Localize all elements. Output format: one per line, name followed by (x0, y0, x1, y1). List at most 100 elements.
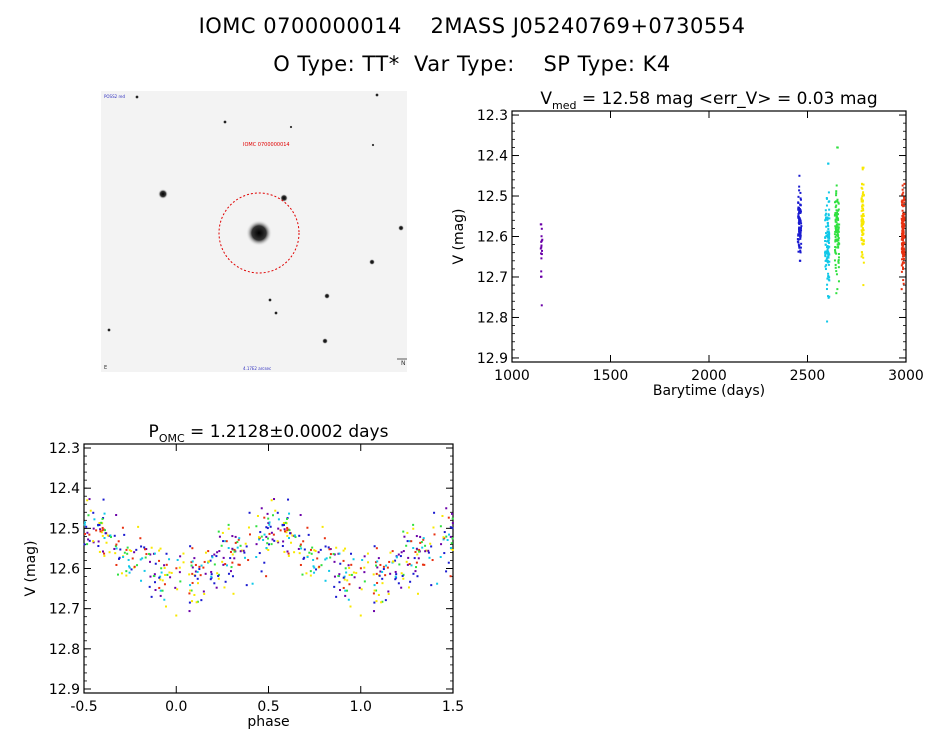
data-point (798, 209, 801, 212)
data-point (836, 198, 839, 201)
data-point (862, 214, 865, 217)
data-point (429, 542, 432, 545)
data-point (837, 266, 840, 269)
data-point (410, 564, 413, 567)
data-point (799, 191, 802, 194)
north-label: N (401, 360, 406, 367)
data-point (798, 259, 801, 262)
data-point (395, 573, 398, 576)
data-point (828, 237, 831, 240)
data-point (200, 564, 203, 567)
data-point (386, 566, 389, 569)
data-point (245, 545, 248, 548)
data-point (901, 236, 904, 239)
data-point (902, 219, 905, 222)
panel-title-phase: POMC = 1.2128±0.0002 days (149, 422, 389, 445)
data-point (188, 601, 191, 604)
data-point (861, 187, 864, 190)
data-point (428, 556, 431, 559)
data-point (835, 273, 838, 276)
data-point (168, 571, 171, 574)
data-point (83, 543, 86, 546)
data-point (828, 217, 831, 220)
data-point (148, 552, 151, 555)
chart-title-secondary: O Type: TT* Var Type: SP Type: K4 (273, 52, 671, 76)
data-point (448, 533, 451, 536)
data-point (299, 514, 302, 517)
data-point (406, 540, 409, 543)
data-point (402, 573, 405, 576)
scale-label: 4.17E2 arcsec (243, 366, 271, 371)
data-point (900, 270, 903, 273)
data-point (862, 223, 865, 226)
data-point (309, 574, 312, 577)
data-point (826, 236, 829, 239)
data-point (397, 582, 400, 585)
data-point (539, 247, 542, 250)
x-axis-label: phase (247, 714, 289, 730)
data-point (378, 574, 381, 577)
data-point (862, 220, 865, 223)
data-point (436, 582, 439, 585)
data-point (103, 552, 106, 555)
data-point (826, 216, 829, 219)
data-point (200, 599, 203, 602)
data-point (380, 601, 383, 604)
data-point (833, 201, 836, 204)
data-point (233, 550, 236, 553)
data-point (302, 557, 305, 560)
data-point (263, 516, 266, 519)
data-point (196, 570, 199, 573)
data-point (97, 540, 100, 543)
data-point (797, 195, 800, 198)
data-point (92, 540, 95, 543)
data-point (247, 526, 250, 529)
data-point (901, 261, 904, 264)
data-point (175, 614, 178, 617)
data-point (824, 255, 827, 258)
data-point (861, 168, 864, 171)
data-point (265, 526, 268, 529)
data-point (257, 536, 260, 539)
data-point (827, 241, 830, 244)
data-point (348, 583, 351, 586)
data-point (128, 566, 131, 569)
data-point (797, 212, 800, 215)
data-point (373, 584, 376, 587)
y-tick-label: 12.4 (477, 149, 508, 165)
data-point (797, 221, 800, 224)
data-point (123, 533, 126, 536)
data-point (862, 261, 865, 264)
data-point (825, 288, 828, 291)
data-point (862, 256, 865, 259)
data-point (125, 570, 128, 573)
data-point (312, 558, 315, 561)
data-point (408, 563, 411, 566)
data-point (301, 573, 304, 576)
data-point (333, 585, 336, 588)
data-point (828, 245, 831, 248)
data-point (249, 533, 252, 536)
data-point (291, 534, 294, 537)
data-point (346, 579, 349, 582)
data-point (191, 572, 194, 575)
data-point (286, 529, 289, 532)
data-point (901, 199, 904, 202)
data-point (239, 550, 242, 553)
data-point (827, 200, 830, 203)
data-point (861, 166, 864, 169)
data-point (232, 592, 235, 595)
data-point (903, 198, 906, 201)
data-point (798, 226, 801, 229)
data-point (123, 551, 126, 554)
field-star (135, 95, 139, 99)
data-point (827, 231, 830, 234)
data-point (375, 600, 378, 603)
data-point (451, 537, 454, 540)
data-point (901, 238, 904, 241)
sky-stars (107, 93, 404, 344)
data-point (799, 234, 802, 237)
data-point (114, 552, 117, 555)
data-point (190, 561, 193, 564)
data-point (797, 233, 800, 236)
